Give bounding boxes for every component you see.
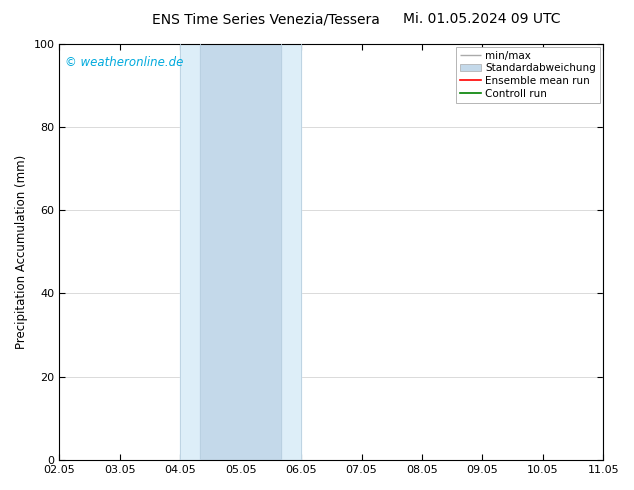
Text: © weatheronline.de: © weatheronline.de [65,56,183,69]
Bar [615,44,634,460]
Bar [603,44,634,460]
Text: Mi. 01.05.2024 09 UTC: Mi. 01.05.2024 09 UTC [403,12,560,26]
Bar [200,44,281,460]
Legend: min/max, Standardabweichung, Ensemble mean run, Controll run: min/max, Standardabweichung, Ensemble me… [456,47,600,103]
Text: ENS Time Series Venezia/Tessera: ENS Time Series Venezia/Tessera [152,12,380,26]
Bar [180,44,301,460]
Y-axis label: Precipitation Accumulation (mm): Precipitation Accumulation (mm) [15,155,28,349]
